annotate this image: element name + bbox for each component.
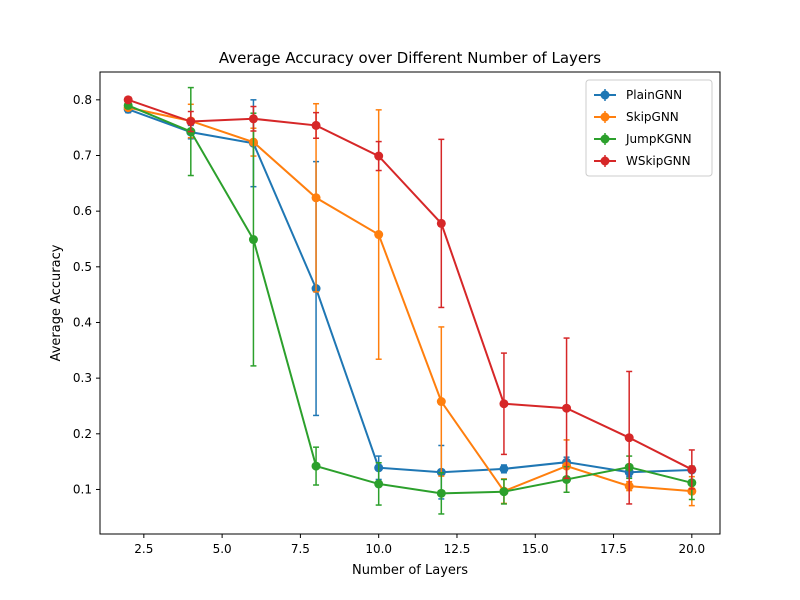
- data-point: [436, 397, 446, 407]
- chart-title: Average Accuracy over Different Number o…: [219, 49, 601, 67]
- legend-label: WSkipGNN: [626, 154, 691, 168]
- data-point: [499, 399, 509, 409]
- legend: PlainGNN SkipGNN JumpKGNN WSkipGNN: [585, 79, 713, 177]
- data-point: [311, 461, 321, 471]
- legend-marker: [600, 134, 610, 144]
- data-point: [248, 235, 258, 245]
- x-tick-label: 5.0: [213, 542, 232, 556]
- data-point: [562, 474, 572, 484]
- data-point: [186, 117, 196, 127]
- data-point: [123, 95, 133, 105]
- data-point: [248, 114, 258, 124]
- data-point: [374, 230, 384, 240]
- data-point: [311, 120, 321, 130]
- x-tick-label: 2.5: [134, 542, 153, 556]
- y-tick-label: 0.3: [73, 371, 92, 385]
- series-line: [127, 108, 692, 474]
- legend-marker: [600, 112, 610, 122]
- data-point: [374, 151, 384, 161]
- y-tick-label: 0.1: [73, 482, 92, 496]
- x-tick-label: 12.5: [444, 542, 471, 556]
- series-line: [127, 98, 693, 471]
- data-point: [436, 218, 446, 228]
- x-tick-label: 15.0: [522, 542, 549, 556]
- y-tick-label: 0.2: [73, 427, 92, 441]
- y-tick-label: 0.8: [73, 93, 92, 107]
- x-tick-label: 20.0: [678, 542, 705, 556]
- x-tick-label: 7.5: [291, 542, 310, 556]
- x-axis-label: Number of Layers: [352, 563, 468, 578]
- legend-marker: [600, 156, 610, 166]
- y-tick-label: 0.6: [73, 204, 92, 218]
- x-tick-label: 17.5: [600, 542, 627, 556]
- y-tick-label: 0.7: [73, 148, 92, 162]
- x-tick-label: 10.0: [365, 542, 392, 556]
- series-wskipgnn: [123, 95, 697, 505]
- data-point: [499, 487, 509, 497]
- series-line: [127, 104, 693, 495]
- data-point: [562, 403, 572, 413]
- data-point: [624, 433, 634, 443]
- legend-marker: [600, 90, 610, 100]
- plot-frame: [99, 71, 721, 535]
- legend-label: PlainGNN: [626, 88, 682, 102]
- axis-layer: 2.5 5.0 7.5 10.0 12.5 15.0 17.5 20.0 0.1 0.2 0.3 0.…: [73, 93, 705, 556]
- y-axis-label: Average Accuracy: [49, 244, 64, 361]
- legend-label: SkipGNN: [626, 110, 679, 124]
- series-line: [127, 106, 692, 493]
- y-tick-label: 0.4: [73, 315, 92, 329]
- y-tick-label: 0.5: [73, 260, 92, 274]
- legend-label: JumpKGNN: [625, 132, 692, 146]
- data-point: [499, 464, 509, 474]
- legend-box: [585, 79, 713, 177]
- series-layer: [123, 86, 697, 515]
- data-point: [687, 464, 697, 474]
- data-point: [374, 479, 384, 489]
- data-point: [311, 193, 321, 203]
- data-point: [436, 488, 446, 498]
